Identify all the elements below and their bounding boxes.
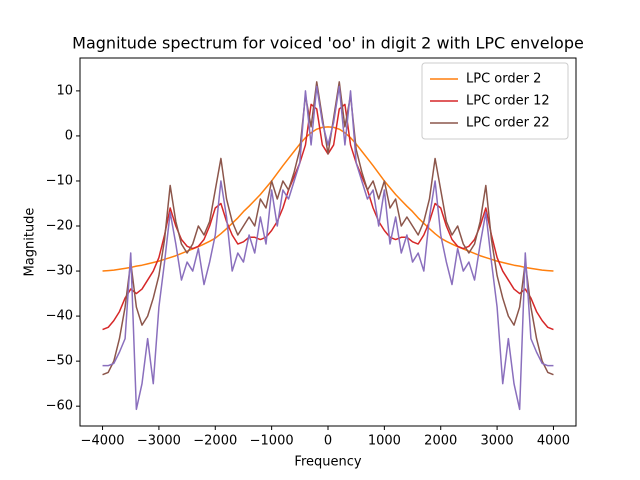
- y-tick-label: −50: [46, 354, 73, 369]
- legend-label: LPC order 12: [466, 94, 550, 109]
- y-tick-label: −60: [46, 399, 73, 414]
- x-tick-label: 0: [324, 434, 332, 449]
- y-tick-label: −30: [46, 264, 73, 279]
- x-tick-label: −4000: [81, 434, 125, 449]
- y-axis-label: Magnitude: [23, 208, 38, 277]
- x-tick-label: 1000: [368, 434, 401, 449]
- x-tick-label: −1000: [250, 434, 294, 449]
- legend-box: [421, 62, 569, 140]
- chart-title: Magnitude spectrum for voiced 'oo' in di…: [72, 34, 584, 53]
- y-tick-label: 10: [56, 83, 73, 98]
- y-tick-label: 0: [65, 128, 73, 143]
- y-tick-label: −10: [46, 173, 73, 188]
- series-line: [102, 81, 554, 376]
- y-tick-label: −40: [46, 309, 73, 324]
- x-tick-label: 4000: [537, 434, 570, 449]
- x-tick-label: −3000: [137, 434, 181, 449]
- y-tick-label: −20: [46, 219, 73, 234]
- series-line: [102, 85, 554, 411]
- x-tick-label: −2000: [193, 434, 237, 449]
- x-tick-label: 3000: [481, 434, 514, 449]
- legend-label: LPC order 22: [466, 116, 550, 131]
- series-line: [102, 126, 554, 272]
- x-axis-label: Frequency: [294, 455, 361, 470]
- plot-frame: [79, 57, 577, 427]
- x-tick-label: 2000: [424, 434, 457, 449]
- legend-label: LPC order 2: [466, 72, 541, 87]
